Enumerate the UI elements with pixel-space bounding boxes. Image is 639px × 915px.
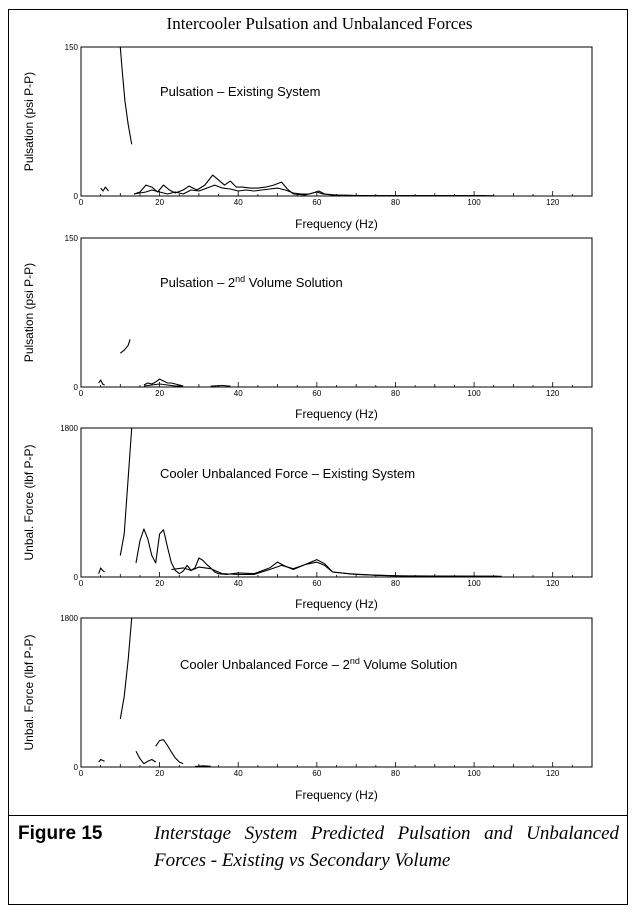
series-line-segment xyxy=(171,561,498,577)
x-tick-label: 20 xyxy=(155,769,164,778)
x-tick-label: 120 xyxy=(546,389,560,398)
y-axis-label: Unbal. Force (lbf P-P) xyxy=(22,444,36,560)
series-line-segment xyxy=(210,384,231,387)
caption-text: Interstage System Predicted Pulsation an… xyxy=(154,823,619,871)
series-line-segment xyxy=(134,184,494,197)
plot-frame-3 xyxy=(80,617,593,768)
y-axis-label: Pulsation (psi P-P) xyxy=(22,72,36,171)
plot-frame-2 xyxy=(80,427,593,578)
figure-frame xyxy=(8,9,628,905)
figure-title: Intercooler Pulsation and Unbalanced For… xyxy=(166,14,473,33)
series-line-segment xyxy=(194,765,211,768)
y-tick-label: 150 xyxy=(65,234,79,243)
y-axis-label: Pulsation (psi P-P) xyxy=(22,263,36,362)
x-tick-label: 80 xyxy=(391,389,400,398)
plot-title: Cooler Unbalanced Force – Existing Syste… xyxy=(160,466,415,481)
x-tick-label: 20 xyxy=(155,198,164,207)
y-tick-label: 150 xyxy=(65,43,79,52)
charts-canvas: 0 20 40 60 80 100 120 0 150 Frequency (Hz) Pulsati… xyxy=(22,43,593,802)
x-tick-label: 0 xyxy=(79,389,84,398)
series-line-segment xyxy=(135,528,502,577)
y-tick-label: 0 xyxy=(74,192,79,201)
series-line-segment xyxy=(100,186,109,192)
plot-title: Pulsation – 2nd Volume Solution xyxy=(160,274,343,290)
caption-number: Figure 15 xyxy=(18,823,103,844)
x-tick-label: 60 xyxy=(312,198,321,207)
series-line-segment xyxy=(143,383,184,387)
y-tick-label: 1800 xyxy=(60,424,78,433)
x-tick-label: 40 xyxy=(234,579,243,588)
x-tick-label: 80 xyxy=(391,579,400,588)
series-line-segment xyxy=(98,379,105,386)
x-axis-label: Frequency (Hz) xyxy=(295,217,378,231)
x-tick-label: 120 xyxy=(546,769,560,778)
series-line-segment xyxy=(143,378,184,387)
x-tick-label: 20 xyxy=(155,579,164,588)
series-line-segment xyxy=(119,427,133,556)
y-tick-label: 0 xyxy=(74,763,79,772)
x-tick-label: 60 xyxy=(312,579,321,588)
x-tick-label: 120 xyxy=(546,579,560,588)
x-tick-label: 0 xyxy=(79,579,84,588)
x-tick-label: 40 xyxy=(234,389,243,398)
x-tick-label: 100 xyxy=(467,389,481,398)
x-tick-label: 80 xyxy=(391,769,400,778)
x-tick-label: 60 xyxy=(312,769,321,778)
x-tick-label: 0 xyxy=(79,769,84,778)
y-axis-label: Unbal. Force (lbf P-P) xyxy=(22,634,36,750)
x-tick-label: 100 xyxy=(467,579,481,588)
y-tick-label: 1800 xyxy=(60,614,78,623)
y-tick-label: 0 xyxy=(74,383,79,392)
plot-title: Pulsation – Existing System xyxy=(160,84,320,99)
plot-frame-0 xyxy=(80,46,593,197)
x-tick-label: 20 xyxy=(155,389,164,398)
series-line-segment xyxy=(119,339,131,354)
series-line-segment xyxy=(155,739,184,765)
plot-title: Cooler Unbalanced Force – 2nd Volume Sol… xyxy=(180,656,457,672)
plot-frame-1 xyxy=(80,237,593,388)
series-line-segment xyxy=(98,758,105,763)
x-tick-label: 60 xyxy=(312,389,321,398)
x-axis-label: Frequency (Hz) xyxy=(295,407,378,421)
x-tick-label: 120 xyxy=(546,198,560,207)
x-tick-label: 100 xyxy=(467,198,481,207)
series-line-segment xyxy=(135,751,156,765)
series-line-segment xyxy=(119,617,133,720)
x-tick-label: 100 xyxy=(467,769,481,778)
caption-divider xyxy=(8,815,628,816)
y-tick-label: 0 xyxy=(74,573,79,582)
series-line-segment xyxy=(119,46,133,145)
x-tick-label: 40 xyxy=(234,769,243,778)
x-axis-label: Frequency (Hz) xyxy=(295,788,378,802)
x-tick-label: 0 xyxy=(79,198,84,207)
series-line-segment xyxy=(98,567,105,574)
x-tick-label: 40 xyxy=(234,198,243,207)
x-axis-label: Frequency (Hz) xyxy=(295,597,378,611)
x-tick-label: 80 xyxy=(391,198,400,207)
